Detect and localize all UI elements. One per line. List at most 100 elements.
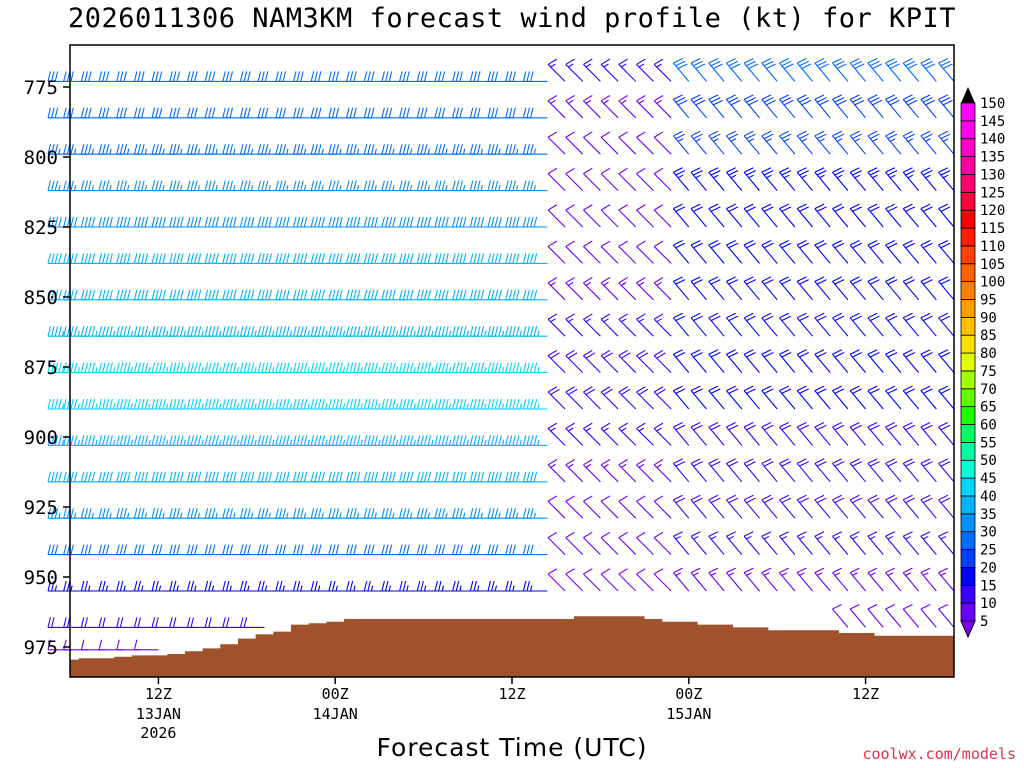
barb-full — [303, 435, 308, 446]
barb-full — [51, 471, 55, 482]
barb-half — [695, 138, 701, 142]
barb-full — [317, 326, 322, 337]
barb-full — [384, 289, 389, 300]
barb-shaft — [653, 136, 672, 155]
barb-full — [416, 107, 421, 118]
wind-barb — [867, 94, 884, 119]
barb-full — [98, 544, 103, 555]
barb-full — [80, 639, 85, 650]
wind-barb — [672, 531, 690, 555]
barb-half — [515, 148, 519, 155]
wind-barb — [849, 458, 867, 483]
barb-half — [638, 281, 645, 286]
wind-barb — [399, 398, 424, 410]
barb-full — [761, 240, 772, 246]
barb-full — [123, 180, 127, 191]
barb-shaft — [938, 608, 955, 628]
barb-full — [282, 253, 287, 264]
barb-full — [70, 326, 74, 337]
barb-full — [264, 289, 269, 300]
x-tick-date: 13JAN — [136, 705, 181, 723]
wind-barb — [867, 422, 884, 446]
colorbar-label: 145 — [980, 114, 1005, 130]
barb-full — [109, 289, 113, 300]
barb-half — [431, 403, 434, 410]
wind-barb — [399, 508, 424, 519]
barb-full — [292, 362, 297, 373]
barb-full — [636, 386, 646, 393]
barb-full — [211, 362, 216, 373]
barb-full — [331, 71, 336, 82]
barb-full — [208, 71, 212, 82]
barb-full — [278, 144, 283, 155]
barb-full — [420, 216, 424, 228]
wind-barb — [938, 94, 955, 119]
barb-full — [215, 216, 219, 228]
barb-half — [448, 439, 452, 446]
barb-full — [849, 167, 860, 173]
barb-full — [498, 326, 502, 337]
barb-full — [80, 398, 85, 410]
barb-full — [406, 144, 410, 155]
barb-half — [307, 366, 310, 373]
wind-barb — [399, 216, 424, 228]
barb-full — [186, 435, 191, 446]
wind-barb — [222, 617, 247, 628]
barb-full — [452, 326, 456, 337]
barb-full — [80, 471, 85, 482]
barb-full — [151, 544, 156, 555]
barb-full — [194, 144, 198, 155]
barb-full — [814, 385, 825, 392]
barb-shaft — [885, 608, 902, 628]
barb-full — [583, 386, 593, 393]
barb-full — [102, 435, 106, 446]
barb-full — [47, 71, 52, 82]
wind-barb — [346, 326, 371, 337]
barb-full — [476, 326, 481, 337]
barb-full — [406, 326, 410, 337]
barb-full — [328, 435, 332, 446]
barb-full — [423, 398, 428, 410]
wind-barb — [257, 289, 283, 301]
wind-barb — [708, 94, 725, 119]
barb-shaft — [600, 173, 619, 191]
barb-full — [693, 351, 703, 358]
wind-barb — [469, 71, 495, 82]
wind-barb — [761, 494, 778, 519]
barb-full — [119, 471, 124, 482]
barb-half — [112, 439, 116, 446]
barb-full — [225, 107, 230, 118]
barb-full — [317, 216, 322, 228]
barb-full — [335, 544, 340, 555]
barb-half — [112, 403, 116, 410]
wind-barb — [487, 544, 512, 556]
wind-barb — [116, 544, 141, 556]
barb-full — [70, 435, 74, 446]
wind-barbs-layer — [47, 58, 955, 651]
barb-full — [779, 385, 789, 392]
wind-barb — [204, 435, 230, 446]
barb-shaft — [565, 136, 584, 155]
wind-barb — [547, 531, 566, 555]
barb-full — [743, 349, 754, 355]
barb-full — [141, 398, 145, 410]
wind-barb — [363, 580, 389, 592]
barb-half — [766, 174, 772, 179]
barb-full — [314, 253, 318, 264]
barb-full — [423, 144, 428, 155]
barb-full — [51, 71, 55, 82]
barb-full — [459, 435, 463, 446]
wind-barb — [832, 349, 849, 373]
wind-barb — [672, 240, 690, 264]
chart-title: 2026011306 NAM3KM forecast wind profile … — [67, 3, 957, 34]
barb-full — [814, 567, 825, 574]
barb-full — [399, 180, 403, 191]
barb-full — [54, 544, 59, 555]
barb-half — [537, 366, 540, 373]
barb-full — [158, 362, 163, 373]
wind-barb — [938, 276, 955, 301]
barb-full — [261, 471, 265, 482]
barb-full — [434, 508, 438, 519]
